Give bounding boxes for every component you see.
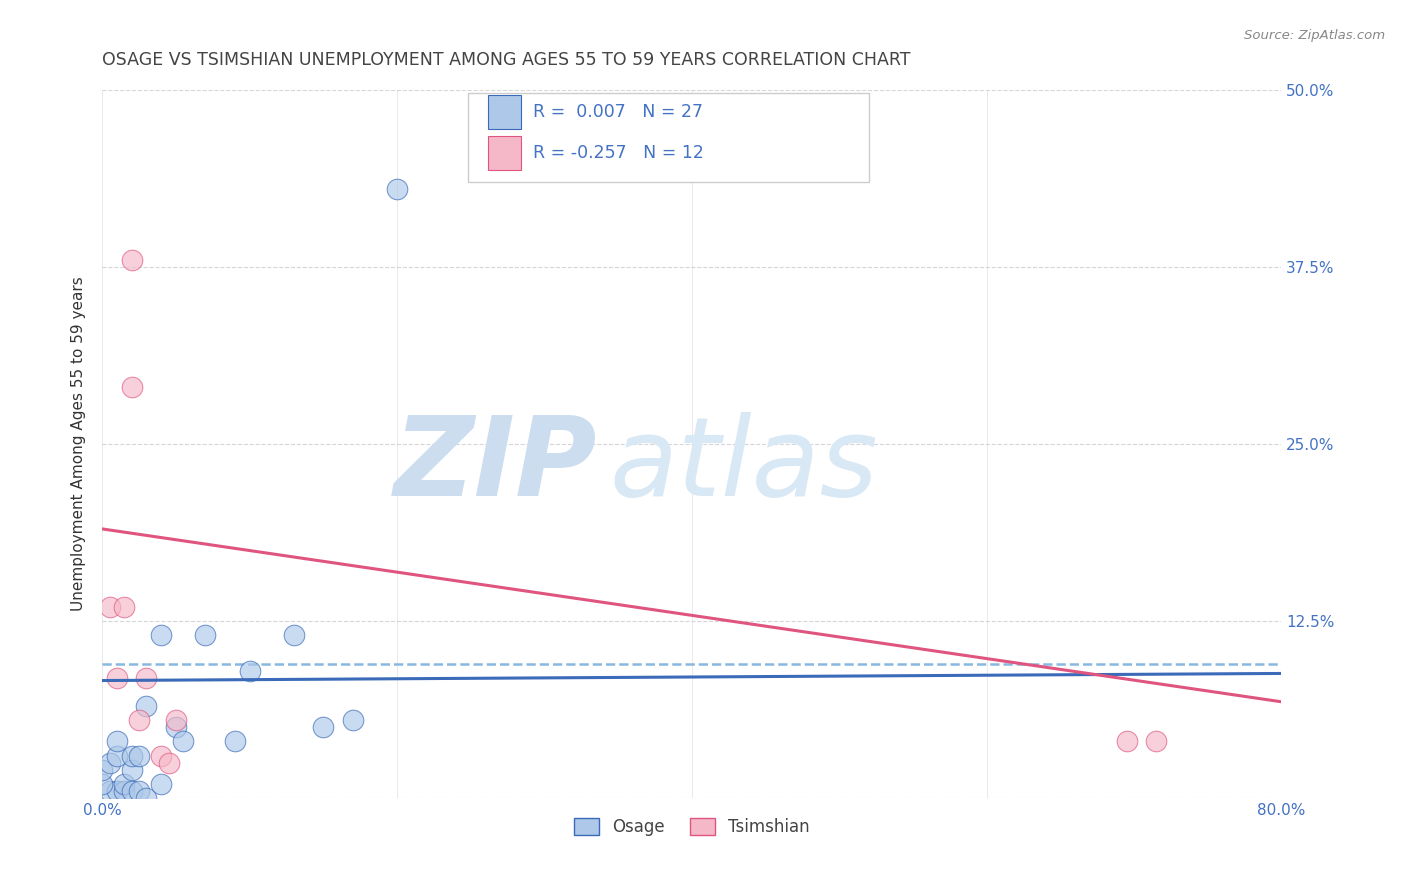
- Point: [385, 182, 408, 196]
- Point: [98, 599, 121, 614]
- Legend: Osage, Tsimshian: Osage, Tsimshian: [567, 812, 817, 843]
- Text: ZIP: ZIP: [394, 412, 598, 518]
- Point: [283, 628, 305, 642]
- Point: [135, 791, 157, 805]
- Point: [128, 748, 150, 763]
- Point: [224, 734, 246, 748]
- Point: [121, 784, 143, 798]
- Text: R =  0.007   N = 27: R = 0.007 N = 27: [533, 103, 703, 121]
- Point: [121, 380, 143, 394]
- Point: [121, 763, 143, 777]
- FancyBboxPatch shape: [468, 94, 869, 182]
- Point: [112, 784, 135, 798]
- Point: [128, 713, 150, 727]
- Point: [135, 671, 157, 685]
- Point: [98, 756, 121, 770]
- Point: [150, 628, 173, 642]
- Point: [135, 699, 157, 714]
- Point: [91, 777, 114, 791]
- Point: [105, 671, 128, 685]
- Point: [1144, 734, 1167, 748]
- Point: [121, 252, 143, 267]
- Point: [172, 734, 194, 748]
- Point: [105, 748, 128, 763]
- Point: [157, 756, 180, 770]
- Text: R = -0.257   N = 12: R = -0.257 N = 12: [533, 145, 703, 162]
- Point: [112, 599, 135, 614]
- Point: [342, 713, 364, 727]
- FancyBboxPatch shape: [488, 136, 520, 170]
- Point: [98, 784, 121, 798]
- Text: Source: ZipAtlas.com: Source: ZipAtlas.com: [1244, 29, 1385, 42]
- Text: atlas: atlas: [609, 412, 877, 518]
- Point: [165, 713, 187, 727]
- Point: [128, 784, 150, 798]
- Point: [112, 777, 135, 791]
- Text: OSAGE VS TSIMSHIAN UNEMPLOYMENT AMONG AGES 55 TO 59 YEARS CORRELATION CHART: OSAGE VS TSIMSHIAN UNEMPLOYMENT AMONG AG…: [103, 51, 911, 69]
- Point: [91, 763, 114, 777]
- Point: [165, 720, 187, 734]
- Point: [1115, 734, 1137, 748]
- Point: [121, 748, 143, 763]
- Point: [239, 664, 262, 678]
- Point: [312, 720, 335, 734]
- Point: [105, 734, 128, 748]
- FancyBboxPatch shape: [488, 95, 520, 129]
- Point: [150, 748, 173, 763]
- Point: [194, 628, 217, 642]
- Point: [105, 784, 128, 798]
- Y-axis label: Unemployment Among Ages 55 to 59 years: Unemployment Among Ages 55 to 59 years: [72, 277, 86, 611]
- Point: [150, 777, 173, 791]
